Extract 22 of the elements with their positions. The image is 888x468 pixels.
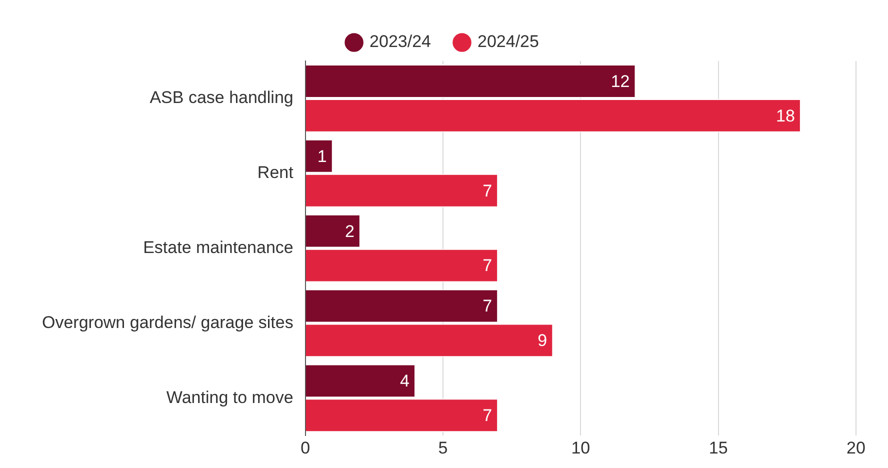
y-tick-label: Overgrown gardens/ garage sites [42, 312, 294, 332]
x-tick-label: 20 [846, 438, 866, 458]
data-label: 7 [482, 181, 492, 200]
data-label: 4 [400, 372, 410, 391]
data-label: 18 [776, 106, 795, 126]
y-tick-label: Estate maintenance [143, 238, 294, 257]
x-tick-label: 0 [300, 438, 310, 458]
data-label: 7 [482, 296, 492, 316]
data-label: 7 [482, 406, 492, 426]
x-tick-label: 10 [571, 438, 590, 458]
data-label: 12 [610, 72, 630, 91]
y-tick-label: Wanting to move [166, 388, 294, 407]
data-label: 2 [344, 222, 354, 241]
y-tick-label: ASB case handling [150, 88, 294, 108]
x-tick-label: 5 [438, 438, 448, 458]
y-tick-label: Rent [257, 163, 294, 182]
data-label: 1 [317, 146, 327, 166]
data-label: 9 [538, 331, 548, 350]
x-tick-label: 15 [708, 438, 728, 458]
legend-label: 2024/25 [478, 32, 539, 52]
legend-label: 2023/24 [370, 32, 431, 52]
data-label: 7 [482, 256, 492, 276]
